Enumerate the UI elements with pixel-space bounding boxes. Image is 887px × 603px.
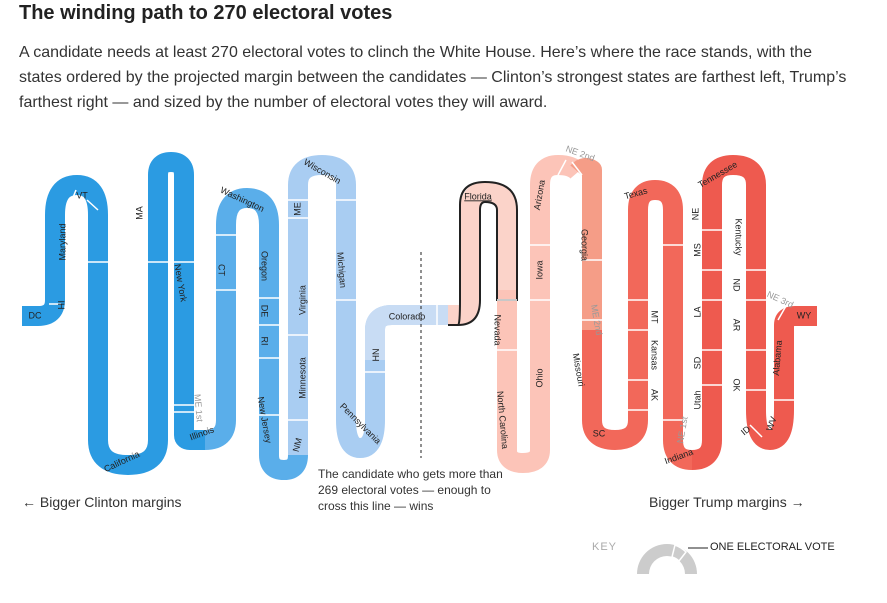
state-label-ri: RI (260, 337, 270, 346)
state-label-sd: SD (692, 356, 702, 369)
threshold-note: The candidate who gets more than 269 ele… (318, 467, 503, 513)
key-label: KEY (592, 541, 618, 553)
state-label-wy: WY (797, 310, 812, 320)
state-divider (557, 159, 567, 176)
state-label-hi: HI (56, 301, 66, 310)
state-label-minnesota: Minnesota (297, 357, 307, 399)
state-label-wv: WV (764, 415, 778, 432)
state-label-ms: MS (692, 243, 702, 257)
state-divider (69, 189, 77, 206)
state-label-utah: Utah (692, 390, 702, 409)
state-label-alabama: Alabama (771, 340, 784, 376)
state-label-la: LA (692, 306, 702, 317)
snake-band-trump-lean (497, 155, 586, 473)
state-label-iowa: Iowa (534, 260, 544, 279)
state-label-florida: Florida (464, 191, 492, 201)
state-divider (571, 161, 583, 176)
state-divider (777, 305, 787, 321)
state-label-de: DE (260, 305, 270, 318)
state-label-nm: NM (291, 437, 304, 453)
state-label-ma: MA (134, 206, 144, 220)
state-label-me-1st: ME 1st (192, 394, 204, 423)
snake-band-clinton-medium (204, 188, 308, 480)
state-label-mt: MT (650, 311, 660, 324)
state-label-ne-1st: NE 1st (675, 415, 690, 444)
state-label-kansas: Kansas (650, 340, 660, 371)
chart-subtitle: A candidate needs at least 270 electoral… (19, 44, 847, 111)
state-label-colorado: Colorado (389, 311, 426, 321)
chart-title: The winding path to 270 electoral votes (19, 2, 393, 24)
state-label-maryland: Maryland (57, 223, 67, 260)
state-label-ne-3rd: NE 3rd (765, 289, 795, 310)
state-divider (749, 424, 763, 438)
key-vote-label: ONE ELECTORAL VOTE (710, 541, 835, 553)
snake-band-clinton-tilt (365, 305, 448, 360)
state-label-nh: NH (371, 349, 381, 362)
state-label-georgia: Georgia (580, 229, 590, 261)
state-separators (49, 159, 794, 438)
state-label-ohio: Ohio (534, 368, 544, 387)
state-label-kentucky: Kentucky (734, 218, 744, 256)
clinton-margin-label: ← Bigger Clinton margins (22, 494, 182, 510)
state-label-nd: ND (732, 279, 742, 292)
state-label-ct: CT (217, 264, 227, 276)
state-label-oregon: Oregon (260, 251, 270, 281)
snake-band-clinton-strong (22, 152, 205, 475)
state-label-me: ME (292, 202, 302, 216)
state-label-sc: SC (593, 428, 606, 438)
snake-band-tossup (448, 182, 517, 325)
state-label-ne: NE (690, 208, 700, 221)
snake-band-trump-medium (570, 157, 602, 330)
trump-margin-label: Bigger Trump margins → (649, 494, 805, 510)
state-label-vt: VT (76, 190, 88, 200)
state-label-virginia: Virginia (297, 285, 307, 315)
state-divider (86, 199, 99, 211)
state-label-michigan: Michigan (335, 252, 348, 289)
state-label-ok: OK (732, 378, 742, 391)
state-label-ak: AK (650, 389, 660, 401)
state-label-nevada: Nevada (493, 314, 503, 345)
snake-band-trump-strong (582, 180, 693, 470)
state-label-dc: DC (29, 310, 42, 320)
state-label-ar: AR (732, 319, 742, 332)
key-icon (637, 544, 708, 574)
